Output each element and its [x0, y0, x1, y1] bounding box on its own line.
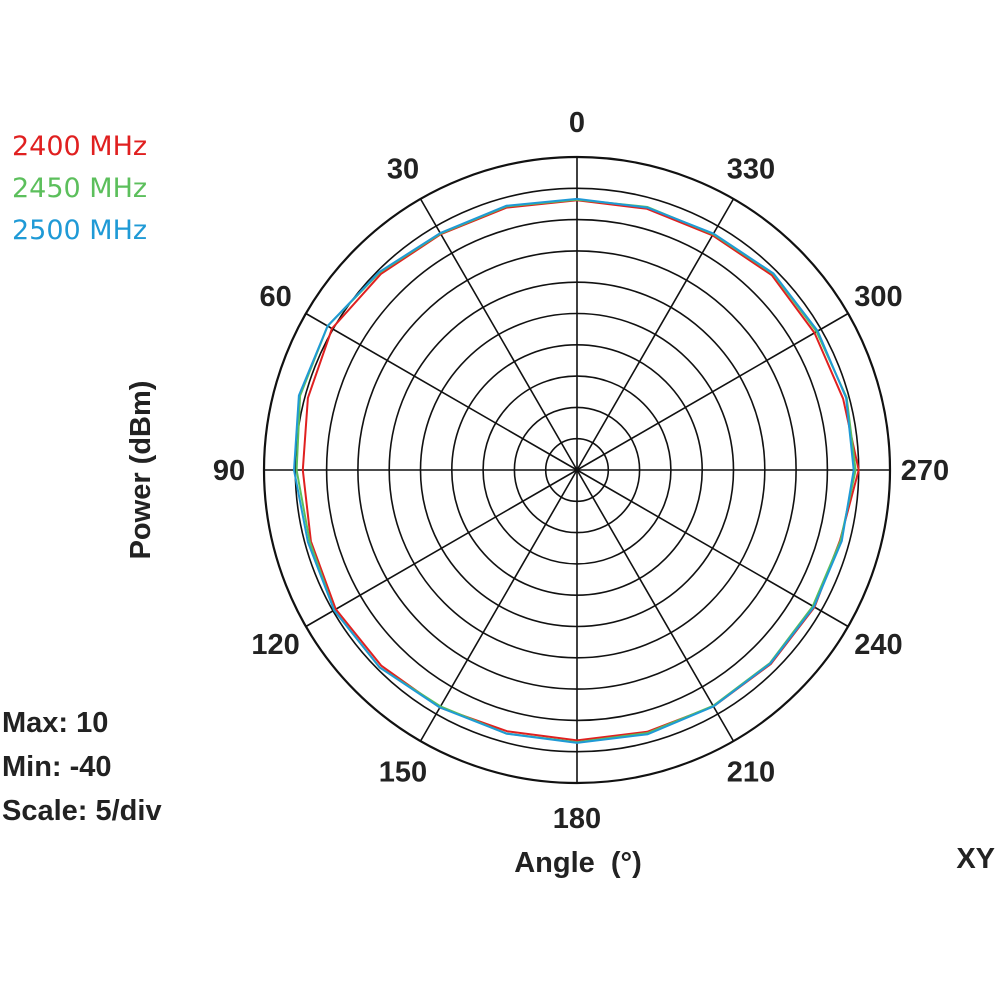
- angle-tick-label: 180: [553, 803, 601, 835]
- grid-spoke: [576, 469, 849, 628]
- angle-tick-label: 30: [387, 154, 419, 186]
- legend-entry-1: 2450 MHz: [12, 173, 147, 204]
- angle-tick-label: 210: [727, 756, 775, 788]
- angle-tick-label: 60: [259, 281, 291, 313]
- stat-max: Max: 10: [2, 707, 108, 739]
- series-line-0: [301, 199, 860, 742]
- angle-tick-label: 0: [569, 107, 585, 139]
- stat-scale: Scale: 5/div: [2, 795, 162, 827]
- grid-spoke: [419, 469, 578, 742]
- angle-tick-label: 300: [854, 281, 902, 313]
- angle-tick-label: 270: [901, 455, 949, 487]
- legend-entry-2: 2500 MHz: [12, 215, 147, 246]
- polar-grid: [262, 155, 892, 785]
- series-traces: [293, 197, 860, 744]
- angle-tick-label: 330: [727, 154, 775, 186]
- legend-entry-0: 2400 MHz: [12, 131, 147, 162]
- y-axis-label: Power (dBm): [125, 381, 157, 560]
- grid-spoke: [419, 198, 578, 471]
- grid-spoke: [576, 198, 735, 471]
- legend: 2400 MHz 2450 MHz 2500 MHz: [12, 131, 147, 246]
- grid-spoke: [305, 469, 578, 628]
- angle-tick-label: 120: [251, 629, 299, 661]
- angle-tick-label: 240: [854, 629, 902, 661]
- grid-spoke: [576, 312, 849, 471]
- x-axis-label: Angle (°): [514, 847, 642, 879]
- angle-tick-label: 150: [379, 756, 427, 788]
- stat-min: Min: -40: [2, 751, 112, 783]
- angle-tick-labels: 0 30 60 90 120 150 180 210 240 270 300 330: [213, 107, 949, 835]
- grid-spoke: [305, 312, 578, 471]
- grid-spoke: [576, 469, 735, 742]
- angle-tick-label: 90: [213, 455, 245, 487]
- plane-label: XY: [956, 843, 995, 875]
- series-line-2: [293, 197, 855, 744]
